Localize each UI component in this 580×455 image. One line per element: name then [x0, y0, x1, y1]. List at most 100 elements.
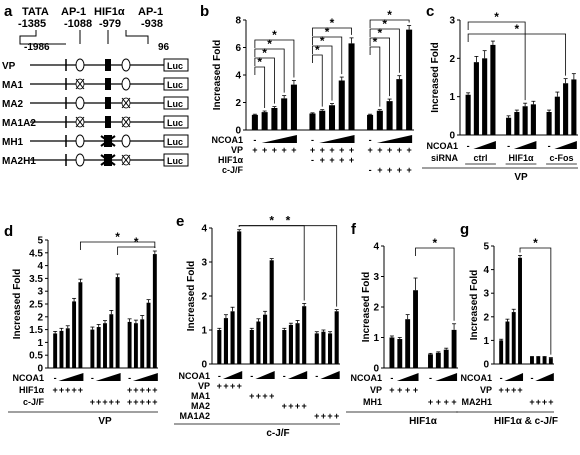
bar [271, 108, 278, 130]
condition-cell: - [311, 135, 314, 145]
bar [506, 117, 512, 135]
bar [327, 333, 333, 364]
condition-label: MA1A2 [179, 411, 210, 421]
y-tick-label: 3 [201, 258, 207, 269]
condition-cell: + [140, 385, 145, 395]
significance-bracket: * [254, 46, 275, 104]
significance-star: * [387, 8, 392, 22]
bar [152, 254, 157, 368]
condition-cell: + [230, 381, 235, 391]
condition-cell: + [517, 385, 522, 395]
condition-cell: + [387, 145, 392, 155]
construct-row-vp: VP Luc [2, 58, 189, 72]
condition-cell: + [223, 381, 228, 391]
condition-cell: + [428, 397, 433, 407]
element-label-ap1-a: AP-1 [61, 6, 86, 18]
y-tick-label: 2 [483, 312, 489, 323]
condition-cell: - [311, 155, 314, 165]
condition-cell: - [369, 135, 372, 145]
condition-cell: + [349, 145, 354, 155]
dose-ramp [261, 135, 297, 143]
y-tick-label: 3 [37, 287, 43, 298]
significance-star: * [272, 28, 277, 42]
condition-cell: + [252, 145, 257, 155]
y-axis-label: Increased Fold [469, 270, 480, 341]
condition-cell: + [548, 397, 553, 407]
condition-row-ma1: MA1 + + + + [191, 391, 274, 401]
condition-label: siRNA [431, 153, 459, 163]
y-tick-label: 3 [449, 16, 455, 27]
condition-cell: + [272, 145, 277, 155]
significance-star: * [315, 43, 320, 57]
condition-cell: - [250, 371, 253, 381]
dose-ramp [255, 371, 275, 379]
significance-bracket: * [238, 214, 338, 307]
y-tick-label: 2 [449, 54, 455, 65]
hif-site [105, 59, 111, 71]
condition-cell: + [377, 145, 382, 155]
condition-cell: + [367, 145, 372, 155]
dose-ramp [287, 371, 308, 379]
bar [65, 328, 70, 368]
panel-letter-d: d [4, 223, 13, 240]
condition-cell: + [389, 385, 394, 395]
luc-label: Luc [167, 80, 183, 90]
bar [269, 260, 274, 364]
bar [140, 319, 145, 368]
sirna-group-label: HIF1α [508, 153, 534, 163]
significance-bracket: * [117, 235, 156, 256]
luc-box [163, 96, 189, 110]
bar [367, 114, 374, 130]
bar [473, 62, 479, 135]
bar [334, 311, 339, 364]
condition-cell: + [436, 397, 441, 407]
bar [290, 84, 297, 130]
condition-cell: + [71, 385, 76, 395]
condition-row-vp: VP + + + + [370, 385, 418, 395]
condition-cell: + [146, 385, 151, 395]
ap1-site [75, 58, 85, 72]
condition-cell: + [349, 155, 354, 165]
condition-cell: + [133, 397, 138, 407]
condition-label: MA1 [191, 391, 210, 401]
bar [413, 290, 418, 368]
bar [389, 337, 395, 368]
condition-cell: + [249, 391, 254, 401]
y-axis-label: Increased Fold [361, 272, 372, 343]
condition-cell: + [329, 155, 334, 165]
y-tick-label: 2 [201, 292, 207, 303]
condition-label: NCOA1 [12, 373, 44, 383]
bar [397, 339, 403, 368]
significance-bracket: * [467, 22, 567, 76]
condition-cell: + [536, 397, 541, 407]
element-pos-ap1-b: -938 [141, 18, 163, 30]
hif-site [105, 78, 111, 90]
significance-star: * [373, 35, 378, 49]
condition-cell: + [53, 385, 58, 395]
condition-cell: + [152, 397, 157, 407]
condition-cell: + [102, 397, 107, 407]
construct-row-ma2: MA2 Luc [2, 96, 189, 110]
condition-row-ma2h1: MA2H1 + + + + [461, 397, 553, 407]
condition-label: c-J/F [222, 165, 244, 175]
luc-box [163, 58, 189, 72]
bar [348, 43, 355, 130]
bar [133, 323, 138, 368]
condition-cell: + [451, 397, 456, 407]
significance-star: * [432, 236, 437, 250]
condition-cell: + [127, 385, 132, 395]
y-tick-label: 2.5 [29, 300, 43, 311]
condition-cell: + [282, 401, 287, 411]
bar [321, 331, 326, 364]
construct-label: MA1A2 [2, 118, 36, 129]
ap1-site [121, 77, 131, 91]
ap1-site-mutant [121, 154, 131, 166]
bar [288, 324, 293, 364]
condition-label: VP [370, 385, 382, 395]
condition-row-ncoa1: NCOA1- - - [12, 373, 158, 383]
hif-site [105, 116, 111, 128]
significance-bracket: * [312, 43, 323, 107]
bar [386, 101, 393, 130]
dose-ramp [132, 373, 158, 381]
condition-cell: + [133, 385, 138, 395]
